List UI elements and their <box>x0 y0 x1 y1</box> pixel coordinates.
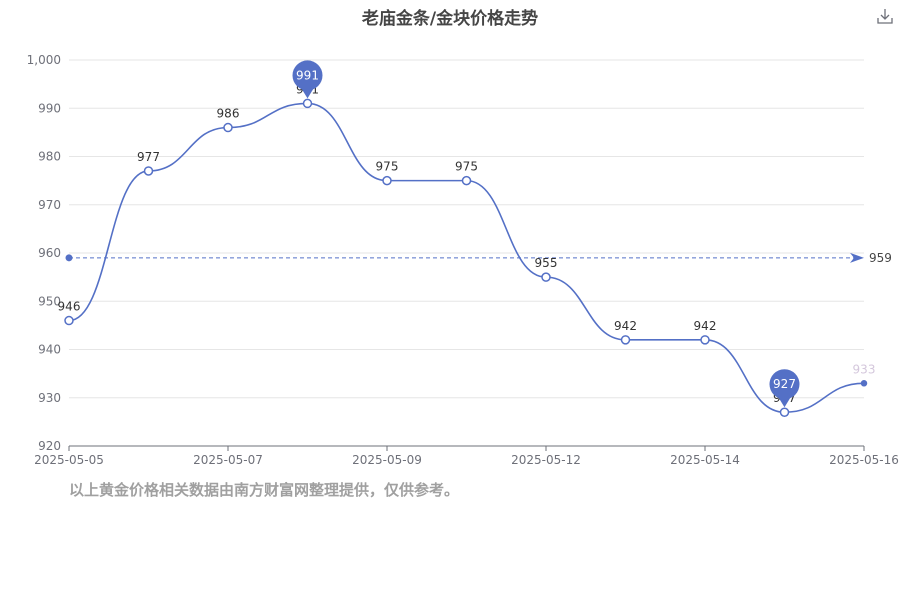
data-point <box>223 122 233 133</box>
y-tick-label: 990 <box>38 101 61 115</box>
data-point <box>620 335 631 345</box>
y-tick-label: 920 <box>38 439 61 453</box>
data-label: 977 <box>137 150 160 164</box>
y-tick-label: 940 <box>38 343 61 357</box>
data-point <box>64 315 74 326</box>
data-label: 946 <box>58 300 81 314</box>
x-tick-label: 2025-05-12 <box>511 453 581 467</box>
x-tick-label: 2025-05-16 <box>829 453 899 467</box>
x-tick-label: 2025-05-07 <box>193 453 263 467</box>
max-pin-label: 991 <box>296 68 319 82</box>
max-pin <box>292 60 323 91</box>
data-label: 975 <box>376 160 399 174</box>
data-label: 933 <box>853 362 876 376</box>
data-label: 942 <box>694 319 717 333</box>
data-point <box>700 335 710 345</box>
data-point <box>860 380 868 387</box>
x-tick-label: 2025-05-05 <box>34 453 104 467</box>
average-line-start <box>65 254 73 262</box>
price-line-chart: 920 930 940 950 960 970 980 990 1,000 2025-05-05 2… <box>27 53 899 467</box>
y-tick-label: 950 <box>38 294 61 308</box>
x-tick-label: 2025-05-09 <box>352 453 422 467</box>
footer-note: 以上黄金价格相关数据由南方财富网整理提供，仅供参考。 <box>69 481 460 499</box>
chart-title: 老庙金条/金块价格走势 <box>361 9 539 29</box>
min-pin <box>769 369 800 400</box>
y-tick-label: 930 <box>38 391 61 405</box>
y-tick-label: 1,000 <box>27 53 61 67</box>
data-label: 942 <box>614 319 637 333</box>
data-point <box>382 175 392 186</box>
x-tick-label: 2025-05-14 <box>670 453 740 467</box>
average-line-arrow <box>850 252 864 263</box>
y-tick-label: 980 <box>38 150 61 164</box>
data-point <box>779 407 790 417</box>
data-label: 955 <box>535 256 558 270</box>
data-point <box>143 166 154 176</box>
data-point <box>541 272 551 282</box>
data-point <box>302 98 313 109</box>
download-icon[interactable] <box>876 7 894 25</box>
y-tick-label: 960 <box>38 246 61 260</box>
data-point <box>461 175 472 186</box>
data-label: 986 <box>217 107 240 121</box>
min-pin-label: 927 <box>773 377 796 391</box>
y-tick-label: 970 <box>38 198 61 212</box>
average-label: 959 <box>869 251 892 265</box>
data-label: 975 <box>455 160 478 174</box>
